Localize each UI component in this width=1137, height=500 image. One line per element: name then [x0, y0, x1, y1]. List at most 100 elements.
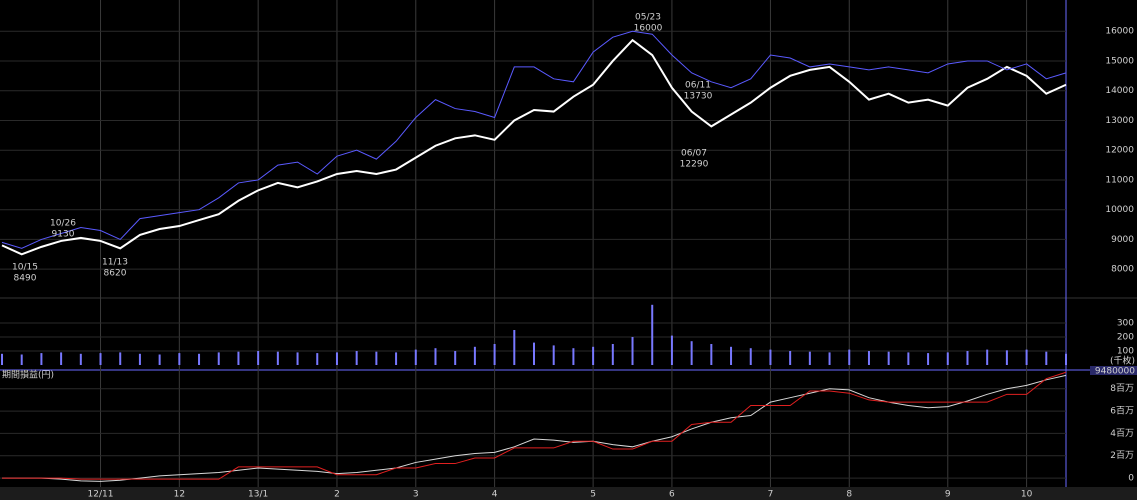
- volume-bar: [178, 353, 181, 365]
- volume-bar: [20, 354, 23, 365]
- annotation-date: 10/15: [12, 263, 38, 273]
- series-line: [2, 371, 1067, 480]
- volume-bar: [946, 352, 949, 365]
- volume-bar: [572, 348, 575, 365]
- y-tick-label: 12000: [1105, 146, 1134, 156]
- y-tick-label: 10000: [1105, 205, 1134, 215]
- x-tick-label: 3: [413, 490, 419, 500]
- annotation-date: 10/26: [50, 219, 76, 229]
- x-tick-label: 13/1: [248, 490, 268, 500]
- x-tick-label: 4: [492, 490, 498, 500]
- panel-title: 期間損益(円): [2, 369, 54, 381]
- volume-bar: [79, 353, 82, 365]
- volume-bar: [493, 344, 496, 365]
- series-line: [1, 30, 1067, 249]
- volume-bar: [730, 346, 733, 365]
- y-tick-label: 8000: [1111, 265, 1134, 275]
- y-tick-label: 200: [1117, 333, 1134, 343]
- volume-bar: [828, 352, 831, 365]
- x-tick-label: 12: [174, 490, 185, 500]
- volume-bar: [651, 304, 654, 365]
- y-tick-label: 100: [1117, 347, 1134, 357]
- volume-bar: [276, 351, 279, 365]
- volume-bar: [592, 346, 595, 365]
- volume-bar: [631, 337, 634, 365]
- volume-bar: [296, 352, 299, 365]
- y-tick-label: 8百万: [1110, 383, 1134, 394]
- volume-bar: [966, 351, 969, 365]
- volume-bar: [355, 351, 358, 365]
- volume-bar: [99, 353, 102, 365]
- volume-bar: [690, 341, 693, 365]
- volume-bar: [1025, 349, 1028, 365]
- volume-bar: [552, 345, 555, 365]
- y-tick-label: 9000: [1111, 235, 1134, 245]
- x-tick-label: 9: [945, 490, 951, 500]
- volume-bar: [1005, 350, 1008, 365]
- x-tick-label: 10: [1021, 490, 1033, 500]
- series-line: [1, 38, 1067, 256]
- y-tick-label: 0: [1128, 474, 1134, 484]
- volume-bar: [611, 344, 614, 365]
- annotation-date: 11/13: [102, 258, 128, 268]
- x-axis-strip: [0, 487, 1137, 500]
- y-tick-label: 300: [1117, 319, 1134, 329]
- volume-bar: [60, 352, 63, 365]
- volume-bar: [454, 351, 457, 365]
- volume-bar: [40, 353, 43, 365]
- volume-bar: [907, 352, 910, 365]
- volume-bar: [217, 352, 220, 365]
- volume-bar: [1065, 353, 1067, 365]
- volume-bar: [473, 346, 476, 365]
- volume-bar: [375, 351, 378, 365]
- volume-bar: [237, 351, 240, 365]
- annotation-date: 06/11: [685, 81, 711, 91]
- y-tick-label: 13000: [1105, 116, 1134, 126]
- current-value-box: [1090, 366, 1137, 375]
- y-tick-label: 15000: [1105, 56, 1134, 66]
- volume-bar: [887, 351, 890, 365]
- volume-bar: [414, 349, 417, 365]
- volume-bar: [533, 342, 535, 365]
- y-tick-label: 2百万: [1110, 450, 1134, 461]
- volume-bar: [670, 335, 673, 365]
- volume-bar: [1, 353, 3, 365]
- x-tick-label: 2: [334, 490, 340, 500]
- volume-bar: [769, 349, 772, 365]
- annotation-value: 8620: [104, 269, 127, 279]
- x-tick-label: 12/11: [88, 490, 114, 500]
- volume-bar: [119, 352, 122, 365]
- volume-bar: [986, 349, 989, 365]
- volume-bar: [927, 353, 930, 365]
- y-tick-label: 16000: [1105, 27, 1134, 37]
- annotation-date: 06/07: [681, 149, 707, 159]
- volume-bar: [257, 351, 260, 365]
- volume-bar: [749, 348, 752, 365]
- axis-unit: (千枚): [1110, 355, 1135, 367]
- y-tick-label: 11000: [1105, 175, 1134, 185]
- y-tick-label: 14000: [1105, 86, 1134, 96]
- x-tick-label: 5: [590, 490, 596, 500]
- volume-bar: [335, 352, 338, 365]
- annotation-date: 05/23: [635, 13, 661, 23]
- volume-bar: [710, 344, 713, 365]
- x-tick-label: 7: [768, 490, 774, 500]
- volume-bar: [434, 348, 437, 365]
- volume-bar: [513, 330, 516, 365]
- volume-bar: [1045, 351, 1048, 365]
- annotation-value: 13730: [684, 92, 713, 102]
- annotation-value: 8490: [14, 274, 37, 284]
- volume-bar: [789, 351, 792, 365]
- y-tick-label: 6百万: [1110, 406, 1134, 417]
- annotation-value: 9130: [52, 230, 75, 240]
- x-tick-label: 6: [669, 490, 675, 500]
- volume-bar: [848, 349, 851, 365]
- volume-bar: [808, 351, 811, 365]
- annotation-value: 12290: [680, 160, 709, 170]
- volume-bar: [198, 353, 201, 365]
- annotation-value: 16000: [634, 24, 663, 34]
- volume-bar: [158, 354, 161, 365]
